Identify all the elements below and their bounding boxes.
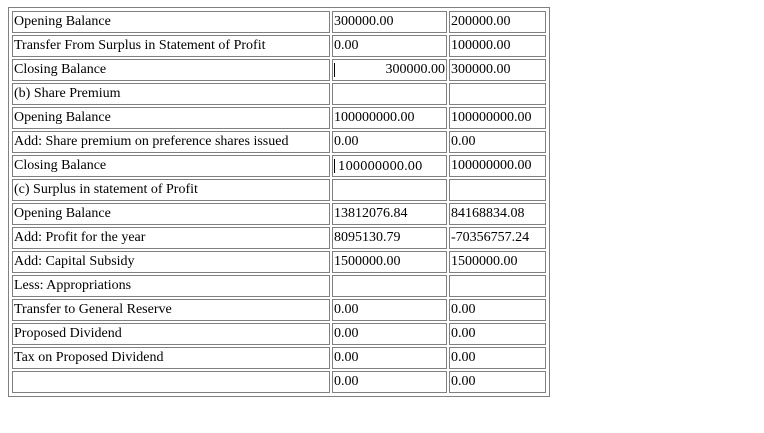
table-row: Add: Capital Subsidy 1500000.00 1500000.…: [12, 251, 546, 273]
section-heading: (c) Surplus in statement of Profit: [12, 179, 330, 201]
previous-year-value: 0.00: [449, 131, 546, 153]
table-row: (b) Share Premium: [12, 83, 546, 105]
previous-year-value: [449, 179, 546, 201]
current-year-value: 0.00: [332, 299, 447, 321]
previous-year-value: 0.00: [449, 371, 546, 393]
table-row: Opening Balance 300000.00 200000.00: [12, 11, 546, 33]
current-year-value: 0.00: [332, 371, 447, 393]
previous-year-value: 0.00: [449, 299, 546, 321]
current-year-value: 8095130.79: [332, 227, 447, 249]
current-year-value: [332, 83, 447, 105]
current-year-value: 1500000.00: [332, 251, 447, 273]
table-row: (c) Surplus in statement of Profit: [12, 179, 546, 201]
financial-table-container: Opening Balance 300000.00 200000.00 Tran…: [8, 7, 550, 397]
cursor-bar: [334, 62, 335, 77]
table-row: Closing Balance 100000000.00 100000000.0…: [12, 155, 546, 177]
current-year-value: [332, 275, 447, 297]
table-row: Opening Balance 100000000.00 100000000.0…: [12, 107, 546, 129]
current-year-value: 13812076.84: [332, 203, 447, 225]
previous-year-value: 84168834.08: [449, 203, 546, 225]
row-label: Proposed Dividend: [12, 323, 330, 345]
table-row: Less: Appropriations: [12, 275, 546, 297]
current-year-value: 100000000.00: [338, 158, 423, 173]
table-row: Transfer From Surplus in Statement of Pr…: [12, 35, 546, 57]
current-year-value: 0.00: [332, 35, 447, 57]
current-year-value: 300000.00: [332, 11, 447, 33]
row-label: Transfer From Surplus in Statement of Pr…: [12, 35, 330, 57]
current-year-value-cell: 100000000.00: [332, 155, 447, 177]
previous-year-value: 0.00: [449, 323, 546, 345]
previous-year-value: 200000.00: [449, 11, 546, 33]
current-year-value: 0.00: [332, 347, 447, 369]
row-label: Opening Balance: [12, 203, 330, 225]
row-label: Opening Balance: [12, 107, 330, 129]
table-row: Transfer to General Reserve 0.00 0.00: [12, 299, 546, 321]
current-year-value: [332, 179, 447, 201]
previous-year-value: 100000.00: [449, 35, 546, 57]
section-heading: (b) Share Premium: [12, 83, 330, 105]
row-label: Closing Balance: [12, 59, 330, 81]
row-label: [12, 371, 330, 393]
previous-year-value: [449, 83, 546, 105]
table-row: Opening Balance 13812076.84 84168834.08: [12, 203, 546, 225]
previous-year-value: 100000000.00: [449, 155, 546, 177]
table-row: Closing Balance 300000.00 300000.00: [12, 59, 546, 81]
previous-year-value: 300000.00: [449, 59, 546, 81]
current-year-value-cell: 300000.00: [332, 59, 447, 81]
table-row: Tax on Proposed Dividend 0.00 0.00: [12, 347, 546, 369]
row-label: Closing Balance: [12, 155, 330, 177]
row-label: Add: Capital Subsidy: [12, 251, 330, 273]
current-year-value: 0.00: [332, 131, 447, 153]
previous-year-value: -70356757.24: [449, 227, 546, 249]
previous-year-value: 0.00: [449, 347, 546, 369]
previous-year-value: 100000000.00: [449, 107, 546, 129]
row-label: Add: Profit for the year: [12, 227, 330, 249]
row-label: Transfer to General Reserve: [12, 299, 330, 321]
table-row: Proposed Dividend 0.00 0.00: [12, 323, 546, 345]
previous-year-value: 1500000.00: [449, 251, 546, 273]
reserves-surplus-table: Opening Balance 300000.00 200000.00 Tran…: [10, 9, 548, 395]
row-label: Opening Balance: [12, 11, 330, 33]
table-row: Add: Profit for the year 8095130.79 -703…: [12, 227, 546, 249]
previous-year-value: [449, 275, 546, 297]
current-year-value: 300000.00: [385, 62, 446, 77]
cursor-bar: [334, 159, 335, 174]
table-row: Add: Share premium on preference shares …: [12, 131, 546, 153]
current-year-value: 100000000.00: [332, 107, 447, 129]
row-label: Tax on Proposed Dividend: [12, 347, 330, 369]
current-year-value: 0.00: [332, 323, 447, 345]
row-label: Add: Share premium on preference shares …: [12, 131, 330, 153]
table-row: 0.00 0.00: [12, 371, 546, 393]
section-heading: Less: Appropriations: [12, 275, 330, 297]
